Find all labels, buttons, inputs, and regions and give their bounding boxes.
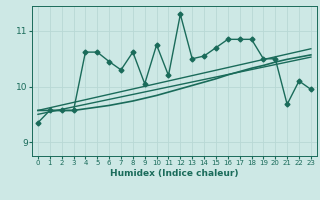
X-axis label: Humidex (Indice chaleur): Humidex (Indice chaleur) bbox=[110, 169, 239, 178]
